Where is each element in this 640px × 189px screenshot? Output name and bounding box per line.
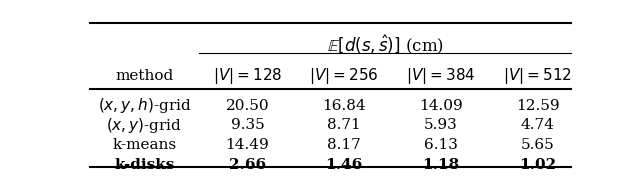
Text: 14.09: 14.09 — [419, 99, 463, 113]
Text: 5.93: 5.93 — [424, 118, 458, 132]
Text: 1.18: 1.18 — [422, 158, 460, 172]
Text: $|V| = 384$: $|V| = 384$ — [406, 66, 476, 86]
Text: $(x, y, h)$-grid: $(x, y, h)$-grid — [98, 96, 191, 115]
Text: 9.35: 9.35 — [230, 118, 264, 132]
Text: 4.74: 4.74 — [520, 118, 554, 132]
Text: 2.66: 2.66 — [229, 158, 266, 172]
Text: k-means: k-means — [113, 138, 177, 152]
Text: method: method — [115, 69, 173, 83]
Text: 6.13: 6.13 — [424, 138, 458, 152]
Text: 16.84: 16.84 — [323, 99, 366, 113]
Text: 12.59: 12.59 — [516, 99, 559, 113]
Text: $(x, y)$-grid: $(x, y)$-grid — [106, 116, 182, 135]
Text: 8.17: 8.17 — [327, 138, 361, 152]
Text: 1.02: 1.02 — [519, 158, 556, 172]
Text: $\mathbb{E}[d(s, \hat{s})]$ (cm): $\mathbb{E}[d(s, \hat{s})]$ (cm) — [326, 33, 444, 56]
Text: 8.71: 8.71 — [327, 118, 361, 132]
Text: k-disks: k-disks — [115, 158, 175, 172]
Text: $|V| = 128$: $|V| = 128$ — [212, 66, 282, 86]
Text: 14.49: 14.49 — [225, 138, 269, 152]
Text: $|V| = 256$: $|V| = 256$ — [309, 66, 379, 86]
Text: 5.65: 5.65 — [521, 138, 554, 152]
Text: $|V| = 512$: $|V| = 512$ — [503, 66, 572, 86]
Text: 20.50: 20.50 — [225, 99, 269, 113]
Text: 1.46: 1.46 — [326, 158, 363, 172]
